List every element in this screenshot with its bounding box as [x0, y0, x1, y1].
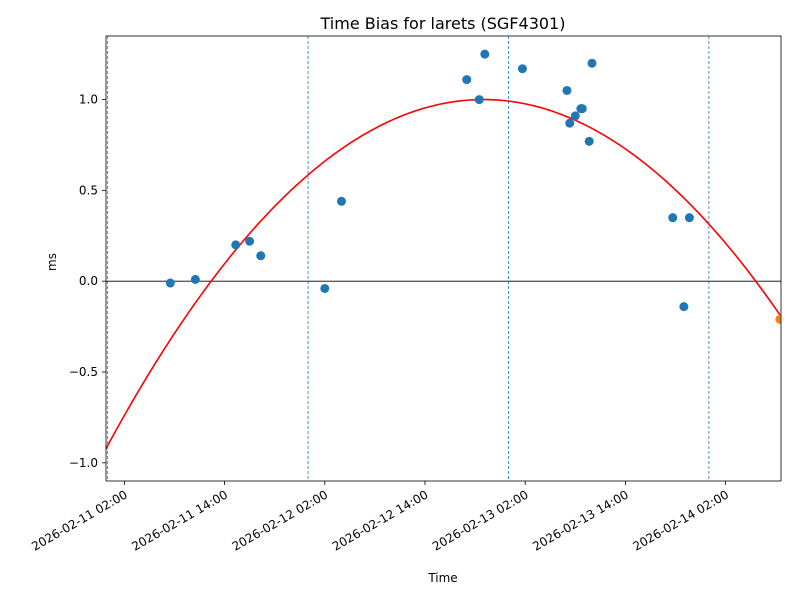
plot-contents	[106, 36, 781, 481]
data-point	[684, 213, 694, 223]
fit-curve	[106, 98, 781, 451]
data-point	[562, 85, 572, 95]
axes-frame	[105, 35, 782, 482]
y-axis-label: ms	[45, 253, 59, 271]
data-point	[570, 111, 580, 121]
data-point	[190, 274, 200, 284]
chart-title: Time Bias for larets (SGF4301)	[320, 14, 566, 33]
data-point	[517, 64, 527, 74]
data-point	[565, 118, 575, 128]
data-point	[577, 104, 587, 114]
data-point	[668, 213, 678, 223]
y-tick-label: −0.5	[69, 365, 98, 379]
data-point	[231, 240, 241, 250]
y-tick-label: −1.0	[69, 456, 98, 470]
data-point	[480, 49, 490, 59]
data-point	[336, 196, 346, 206]
latest-data-point	[775, 314, 781, 324]
data-point	[587, 58, 597, 68]
y-tick-label: 1.0	[79, 93, 98, 107]
data-point	[256, 251, 266, 261]
y-tick-label: 0.0	[79, 274, 98, 288]
data-point	[474, 95, 484, 105]
y-tick-label: 0.5	[79, 183, 98, 197]
x-axis-label: Time	[427, 571, 457, 585]
data-point	[320, 283, 330, 293]
data-point	[584, 136, 594, 146]
data-point	[462, 75, 472, 85]
data-point	[679, 302, 689, 312]
data-point	[245, 236, 255, 246]
data-point	[165, 278, 175, 288]
